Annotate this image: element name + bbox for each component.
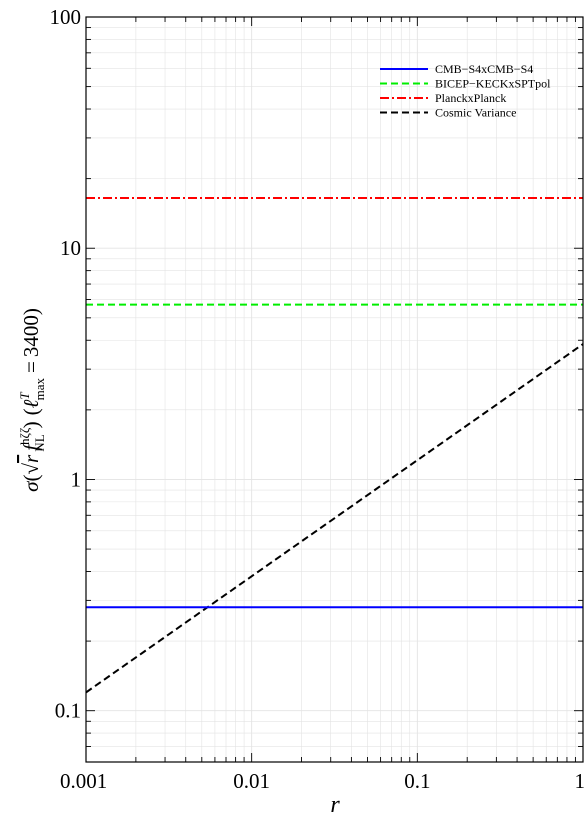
y-tick-label: 0.1 [55,699,81,723]
y-label-ell-sup: T [17,392,32,400]
ticks [85,17,583,763]
legend-label: BICEP−KECKxSPTpol [435,77,551,91]
y-label-ell: ℓ [19,399,43,408]
y-label-r: r [19,454,43,463]
x-tick-label: 0.001 [60,769,107,793]
y-label-f: f [19,442,43,451]
x-axis-label: r [330,792,340,817]
grid [85,17,583,763]
y-label-equals: = [19,361,43,373]
y-label-ell-sub: max [32,377,47,400]
legend-label: CMB−S4xCMB−S4 [435,62,533,76]
legend-label: Cosmic Variance [435,106,516,120]
y-label-sigma: σ [19,480,43,492]
legend: CMB−S4xCMB−S4BICEP−KECKxSPTpolPlanckxPla… [380,62,551,120]
y-tick-label: 1 [71,467,82,491]
plot-frame [85,16,584,763]
svg-text:σ(√rfhζζNL)(ℓTmax=3400): σ(√rfhζζNL)(ℓTmax=3400) [17,308,47,492]
x-tick-label: 1 [575,769,584,793]
y-label-close: ) [19,421,43,428]
legend-label: PlanckxPlanck [435,91,506,105]
y-label-open: ( [19,475,43,482]
series-line-3 [85,343,584,694]
y-tick-label: 100 [50,5,82,29]
y-label-sqrt: √ [19,463,43,475]
y-label-value: 3400 [19,315,43,357]
y-label-paren-open: ( [19,408,43,415]
series-layer [85,196,584,694]
x-tick-label: 0.1 [404,769,430,793]
y-label-paren-close: ) [19,308,43,315]
y-tick-label: 10 [60,236,81,260]
y-label-f-sub: NL [32,434,47,451]
x-tick-label: 0.01 [233,769,270,793]
y-axis-label: σ(√rfhζζNL)(ℓTmax=3400) [17,308,47,492]
y-label-f-sup: hζζ [17,427,32,445]
tick-labels: 0.001 0.01 0.1 1 0.1 1 10 100 [50,5,584,793]
